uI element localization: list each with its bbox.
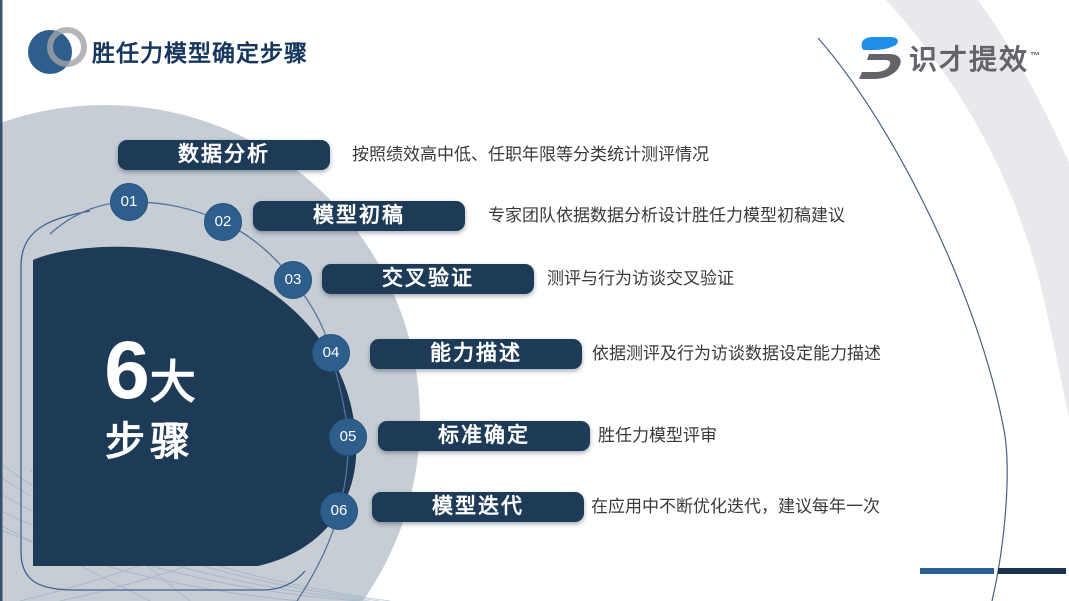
d-swoosh-icon (859, 37, 901, 79)
step-label-1: 数据分析 (118, 140, 330, 170)
hero-label: 步骤 (105, 420, 195, 464)
step-number-5: 05 (329, 418, 367, 456)
hero-shape (33, 246, 357, 566)
footer-bar-navy (998, 568, 1066, 574)
step-number-4: 04 (312, 334, 350, 372)
step-label-6: 模型迭代 (372, 492, 584, 522)
hero-count: 6 (104, 325, 150, 416)
step-desc-2: 专家团队依据数据分析设计胜任力模型初稿建议 (488, 206, 845, 225)
step-desc-1: 按照绩效高中低、任职年限等分类统计测评情况 (352, 145, 709, 164)
logo: 识才提效™ (856, 36, 1042, 80)
hero-count-line: 6大 (55, 330, 245, 412)
step-number-3: 03 (274, 261, 312, 299)
ribbon-swoosh (886, 0, 1069, 418)
step-number-1: 01 (110, 183, 148, 221)
step-number-2: 02 (204, 203, 242, 241)
step-desc-4: 依据测评及行为访谈数据设定能力描述 (592, 344, 881, 363)
page-title: 胜任力模型确定步骤 (92, 40, 308, 66)
overlapping-circles-icon (28, 27, 87, 74)
step-desc-6: 在应用中不断优化迭代，建议每年一次 (591, 497, 880, 516)
right-curve-line (817, 37, 1008, 601)
step-label-3: 交叉验证 (322, 264, 534, 294)
step-label-4: 能力描述 (370, 339, 582, 369)
logo-name: 识才提效 (909, 44, 1030, 75)
step-label-2: 模型初稿 (253, 201, 465, 231)
footer-bar-blue (920, 568, 994, 574)
logo-text: 识才提效™ (909, 38, 1042, 78)
hero-count-suffix: 大 (149, 356, 196, 408)
outline-frame (20, 210, 306, 591)
logo-trademark: ™ (1030, 50, 1043, 62)
left-edge-strip (0, 0, 3, 601)
step-desc-5: 胜任力模型评审 (598, 426, 717, 445)
step-desc-3: 测评与行为访谈交叉验证 (547, 269, 734, 288)
step-number-6: 06 (320, 492, 358, 530)
step-label-5: 标准确定 (378, 421, 590, 451)
hero-text: 6大 步骤 (55, 330, 245, 464)
